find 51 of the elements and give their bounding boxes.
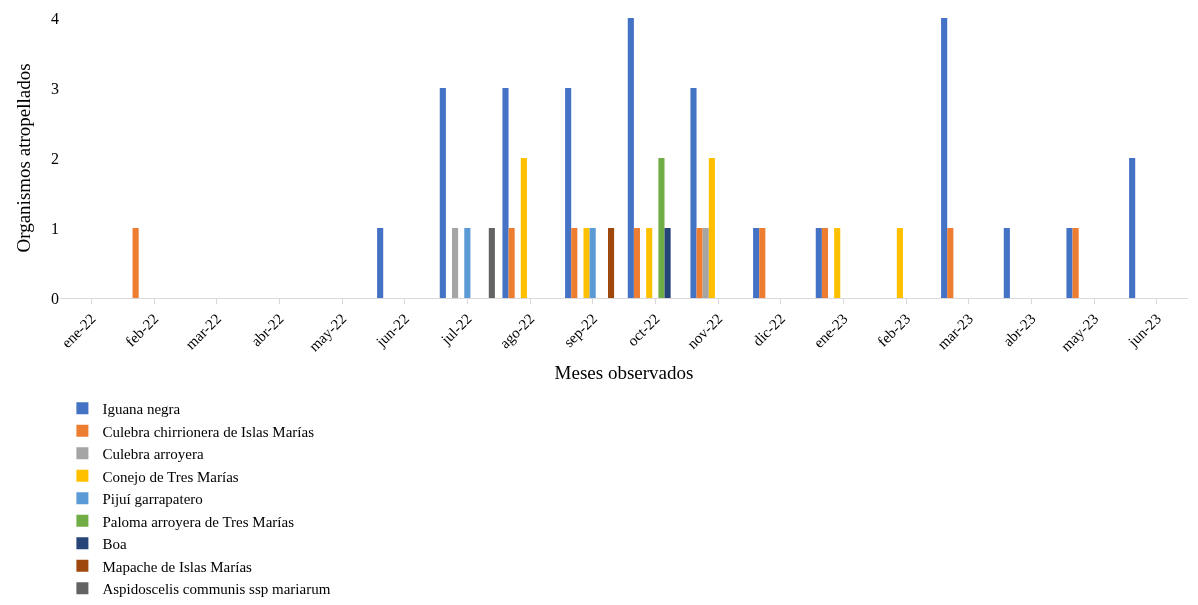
bar: [633, 228, 641, 298]
bar: [896, 228, 903, 298]
bar: [1072, 228, 1079, 298]
bar: [565, 88, 572, 298]
legend-label: Iguana negra: [102, 401, 181, 418]
legend-label: Paloma arroyera de Tres Marías: [102, 513, 295, 530]
x-axis-title: Meses observados: [554, 362, 694, 384]
bar: [627, 18, 634, 298]
legend-label: Culebra chirrionera de Islas Marías: [102, 423, 315, 440]
bar: [439, 88, 446, 298]
bar: [941, 18, 948, 298]
bar: [583, 228, 590, 298]
y-tick-label: 2: [51, 149, 59, 167]
bar: [690, 88, 697, 298]
bar: [702, 228, 709, 298]
legend-label: Boa: [102, 536, 127, 553]
bar: [815, 228, 822, 298]
y-tick-label: 3: [51, 79, 59, 97]
y-tick-label: 1: [51, 219, 59, 237]
bar: [377, 228, 384, 298]
bar: [508, 228, 515, 298]
bar: [488, 228, 495, 298]
bar: [708, 158, 715, 298]
y-tick-label: 0: [51, 289, 59, 307]
bar: [589, 228, 596, 298]
bar: [658, 158, 665, 298]
legend-label: Culebra arroyera: [102, 446, 204, 463]
y-axis-title: Organismos atropellados: [12, 63, 34, 253]
legend-label: Aspidoscelis communis ssp mariarum: [102, 581, 331, 598]
bar: [1003, 228, 1010, 298]
bar: [759, 228, 766, 298]
bar: [520, 158, 527, 298]
bar: [834, 228, 841, 298]
bar: [132, 228, 139, 298]
bar: [464, 228, 471, 298]
bar: [646, 228, 653, 298]
bar: [1129, 158, 1136, 298]
bar: [1066, 228, 1073, 298]
bar: [502, 88, 509, 298]
y-tick-label: 4: [51, 9, 59, 27]
bar: [821, 228, 829, 298]
bar: [607, 228, 615, 298]
legend-label: Conejo de Tres Marías: [102, 468, 239, 485]
bar: [947, 228, 954, 298]
bar: [452, 228, 459, 298]
bar: [696, 228, 703, 298]
legend-label: Mapache de Islas Marías: [102, 558, 253, 575]
bar: [753, 228, 760, 298]
legend-label: Pijuí garrapatero: [102, 491, 203, 508]
bar: [664, 228, 671, 298]
bar: [571, 228, 578, 298]
